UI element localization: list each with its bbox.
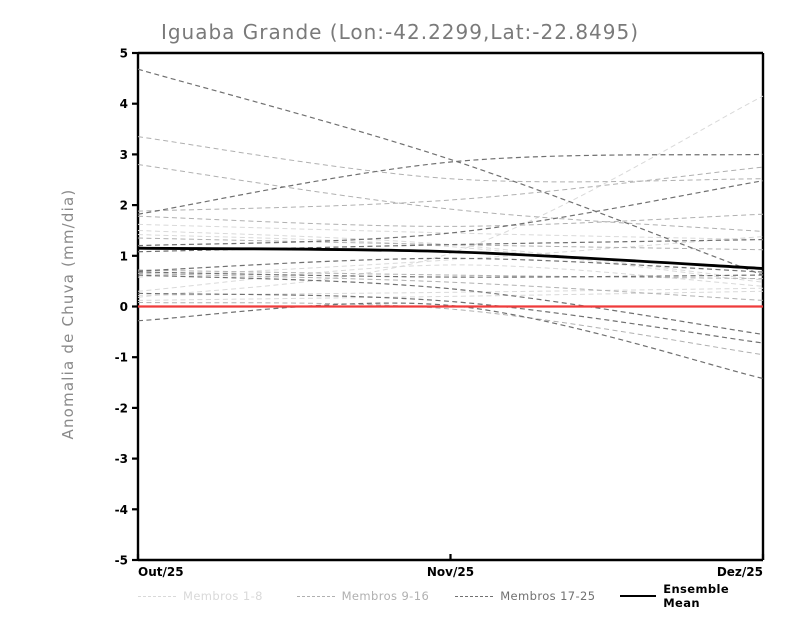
member-line xyxy=(137,236,764,278)
member-line xyxy=(137,234,764,283)
legend-item-3[interactable]: Membros 17-25 xyxy=(455,589,620,603)
y-ticks: 5 4 3 2 1 0 -1 -2 -3 -4 -5 xyxy=(115,47,138,568)
member-line xyxy=(137,257,764,273)
x-tick-label: Nov/25 xyxy=(427,565,474,579)
member-line xyxy=(137,164,764,232)
y-tick-label: 0 xyxy=(120,300,128,314)
legend-label: Membros 17-25 xyxy=(500,589,596,603)
member-line xyxy=(137,180,764,247)
y-tick-label: -4 xyxy=(115,503,128,517)
page-title: Iguaba Grande (Lon:-42.2299,Lat:-22.8495… xyxy=(160,20,640,44)
member-line xyxy=(137,95,764,298)
member-line xyxy=(137,274,764,335)
member-line xyxy=(137,68,764,276)
legend-item-4[interactable]: Ensemble Mean xyxy=(620,582,764,610)
chart-legend: Membros 1-8 Membros 9-16 Membros 17-25 Ense… xyxy=(138,582,764,610)
y-tick-label: 5 xyxy=(120,47,128,61)
legend-label: Membros 1-8 xyxy=(183,589,263,603)
y-tick-label: 4 xyxy=(120,97,128,111)
x-tick-label: Dez/25 xyxy=(717,565,763,579)
y-axis-label: Anomalia de Chuva (mm/dia) xyxy=(59,188,77,440)
legend-item-2[interactable]: Membros 9-16 xyxy=(296,589,456,603)
x-tick-label: Out/25 xyxy=(138,565,184,579)
legend-swatch-icon xyxy=(296,595,335,597)
y-tick-label: -2 xyxy=(115,401,128,415)
member-line xyxy=(137,290,764,301)
member-line xyxy=(137,292,764,344)
legend-label: Ensemble Mean xyxy=(663,582,730,610)
y-tick-label: -3 xyxy=(115,452,128,466)
legend-swatch-icon xyxy=(138,595,176,597)
member-line xyxy=(137,301,764,356)
x-ticks: Out/25 Nov/25 Dez/25 xyxy=(136,554,765,579)
y-tick-label: -5 xyxy=(115,554,128,568)
legend-swatch-icon xyxy=(620,594,657,598)
member-line xyxy=(137,166,764,212)
member-line xyxy=(137,213,764,227)
y-tick-label: 1 xyxy=(120,249,128,263)
series-group xyxy=(137,68,764,380)
member-line xyxy=(137,271,764,278)
legend-label: Membros 9-16 xyxy=(341,589,430,603)
ensemble-mean-line xyxy=(137,246,764,270)
legend-swatch-icon xyxy=(455,595,494,597)
legend-item-1[interactable]: Membros 1-8 xyxy=(138,589,297,603)
y-tick-label: -1 xyxy=(115,351,128,365)
member-line xyxy=(137,136,764,183)
y-tick-label: 2 xyxy=(120,199,128,213)
y-tick-label: 3 xyxy=(120,148,128,162)
member-line xyxy=(137,302,764,380)
member-line xyxy=(137,153,764,215)
